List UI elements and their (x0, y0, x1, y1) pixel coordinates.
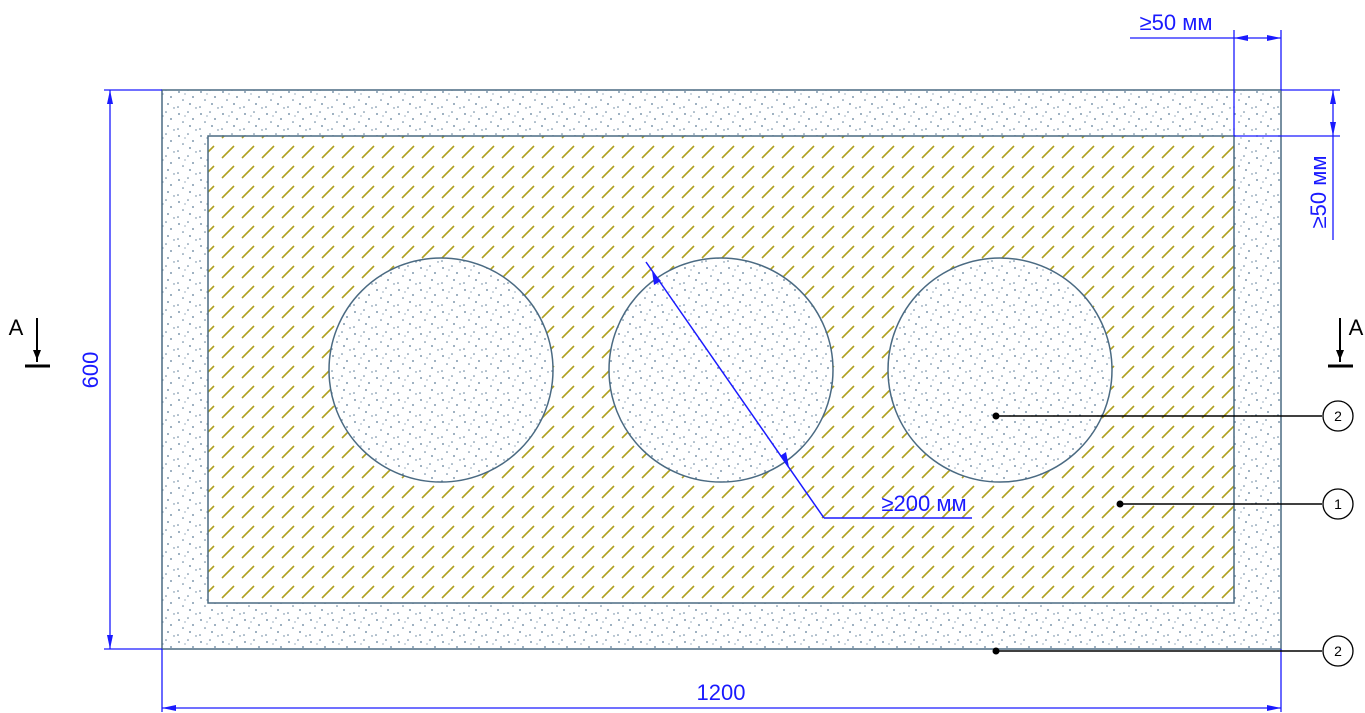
callout-3-number: 2 (1334, 643, 1342, 659)
callout-1-leader (992, 400, 1354, 432)
edge-top-dimension (1130, 30, 1282, 136)
height-dimension-label: 600 (78, 352, 103, 389)
edge-right-dimension (1234, 89, 1340, 240)
callout-2-number: 1 (1334, 496, 1342, 512)
width-dimension (161, 649, 1282, 712)
callout-2-leader (1116, 488, 1354, 520)
diagonal-dimension-label: ≥200 мм (881, 491, 966, 516)
section-marker-left (25, 318, 50, 368)
diagonal-dimension (645, 261, 972, 519)
callout-3-leader (992, 635, 1354, 667)
edge-top-dimension-label: ≥50 мм (1140, 10, 1213, 35)
section-marker-left-label: A (9, 315, 24, 340)
section-marker-right-label: A (1349, 315, 1364, 340)
height-dimension (104, 89, 162, 650)
section-marker-right (1328, 318, 1353, 368)
opening-right-fill (887, 257, 1113, 483)
callout-1-number: 2 (1334, 408, 1342, 424)
opening-left-fill (328, 257, 554, 483)
edge-right-dimension-label: ≥50 мм (1306, 156, 1331, 229)
width-dimension-label: 1200 (697, 680, 746, 705)
